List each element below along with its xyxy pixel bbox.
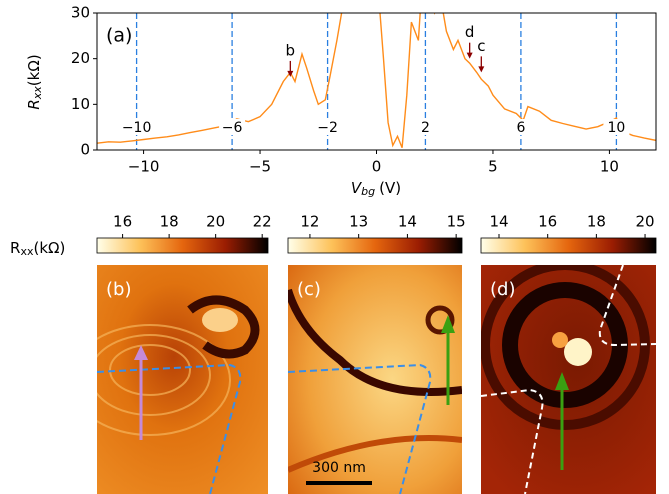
colorbar-tick-label: 22 xyxy=(253,213,272,231)
y-tick-label: 0 xyxy=(80,141,90,159)
reference-label: −2 xyxy=(317,120,338,136)
y-tick-label: 10 xyxy=(71,95,90,113)
label-sub: bg xyxy=(361,185,375,198)
arrow-head xyxy=(478,66,485,73)
colorbar-tick-label: 18 xyxy=(160,213,179,231)
reference-label: 10 xyxy=(607,120,625,136)
y-tick-label: 20 xyxy=(71,49,90,67)
x-axis-label: Vbg (V) xyxy=(351,179,401,199)
image-b xyxy=(97,265,268,494)
colorbar-tick-label: 16 xyxy=(538,213,557,231)
y-tick-label: 30 xyxy=(71,4,90,22)
reference-label: 6 xyxy=(516,120,525,136)
data-line xyxy=(97,13,656,148)
label-bg xyxy=(603,119,630,135)
arrow-label: c xyxy=(477,37,485,55)
y-axis-label: Rxx(kΩ) xyxy=(25,54,45,109)
label-unit: (V) xyxy=(379,179,401,197)
colorbar-tick-label: 13 xyxy=(349,213,368,231)
panel-label: (a) xyxy=(106,25,132,47)
colorbar-tick-label: 14 xyxy=(489,213,508,231)
panel-label: (c) xyxy=(297,279,321,300)
colorbar xyxy=(287,237,463,254)
x-tick-label: −10 xyxy=(128,158,160,176)
colorbar xyxy=(96,237,269,254)
colorbar-tick-label: 14 xyxy=(398,213,417,231)
arrow-head xyxy=(287,70,294,77)
image-d xyxy=(481,265,656,494)
x-tick-label: 5 xyxy=(488,158,498,176)
x-tick-label: −5 xyxy=(249,158,271,176)
arrow-head xyxy=(466,52,473,59)
x-tick-label: 10 xyxy=(600,158,619,176)
label-unit: (kΩ) xyxy=(25,54,43,86)
label-main: R xyxy=(10,239,20,257)
image-c xyxy=(288,265,462,494)
panel-label: (b) xyxy=(106,279,131,300)
label-unit: (kΩ) xyxy=(33,239,65,257)
reference-label: −10 xyxy=(122,120,152,136)
label-bg xyxy=(507,119,534,135)
panel-label: (d) xyxy=(490,279,515,300)
colorbar-tick-label: 20 xyxy=(206,213,225,231)
label-main: V xyxy=(351,179,363,197)
colorbar-tick-label: 18 xyxy=(587,213,606,231)
label-bg xyxy=(219,119,246,135)
label-bg xyxy=(314,119,341,135)
colorbar-tick-label: 12 xyxy=(300,213,319,231)
label-main: R xyxy=(25,99,43,109)
colorbar-label: Rxx(kΩ) xyxy=(10,239,65,259)
colorbar-tick-label: 20 xyxy=(636,213,655,231)
reference-label: 2 xyxy=(421,120,430,136)
arrow-label: d xyxy=(465,23,475,41)
axes-frame xyxy=(96,12,657,151)
label-bg xyxy=(123,119,150,135)
colorbar xyxy=(480,237,657,254)
reference-label: −6 xyxy=(222,120,243,136)
colorbar-tick-label: 16 xyxy=(113,213,132,231)
colorbar-tick-label: 15 xyxy=(447,213,466,231)
x-tick-label: 0 xyxy=(372,158,382,176)
label-sub: xx xyxy=(31,86,44,101)
label-sub: xx xyxy=(20,245,34,258)
scale-bar-label: 300 nm xyxy=(312,460,366,476)
label-bg xyxy=(412,119,439,135)
arrow-label: b xyxy=(286,41,296,59)
